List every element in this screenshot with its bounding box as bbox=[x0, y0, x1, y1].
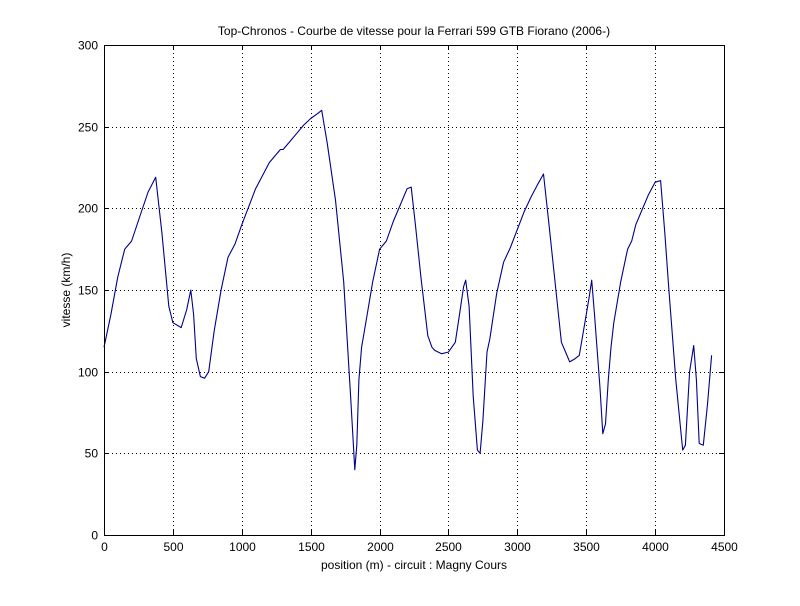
x-tick-label: 4000 bbox=[642, 540, 669, 554]
y-axis-label: vitesse (km/h) bbox=[59, 253, 73, 328]
chart-title: Top-Chronos - Courbe de vitesse pour la … bbox=[218, 24, 610, 38]
y-tick-label: 100 bbox=[78, 366, 98, 380]
grid-layer bbox=[104, 45, 724, 535]
x-tick-label: 0 bbox=[101, 540, 108, 554]
x-axis-label: position (m) - circuit : Magny Cours bbox=[321, 558, 507, 572]
series-layer bbox=[103, 109, 713, 471]
y-tick-label: 200 bbox=[78, 202, 98, 216]
x-tick-label: 3500 bbox=[573, 540, 600, 554]
y-tick-label: 150 bbox=[78, 284, 98, 298]
x-tick-label: 3000 bbox=[504, 540, 531, 554]
y-tick-label: 0 bbox=[91, 529, 98, 543]
y-tick-label: 300 bbox=[78, 39, 98, 53]
x-tick-label: 2000 bbox=[367, 540, 394, 554]
x-tick-label: 500 bbox=[163, 540, 183, 554]
speed-series-line-0 bbox=[103, 109, 713, 471]
x-tick-label: 1000 bbox=[229, 540, 256, 554]
x-tick-label: 1500 bbox=[298, 540, 325, 554]
tick-layer: 0 500 1000 1500 2000 2500 3000 3500 4000 4500 0 50 1… bbox=[78, 39, 738, 555]
x-tick-label: 2500 bbox=[435, 540, 462, 554]
y-tick-label: 250 bbox=[78, 121, 98, 135]
x-tick-label: 4500 bbox=[711, 540, 738, 554]
y-tick-label: 50 bbox=[85, 447, 99, 461]
plot-frame bbox=[104, 45, 725, 536]
